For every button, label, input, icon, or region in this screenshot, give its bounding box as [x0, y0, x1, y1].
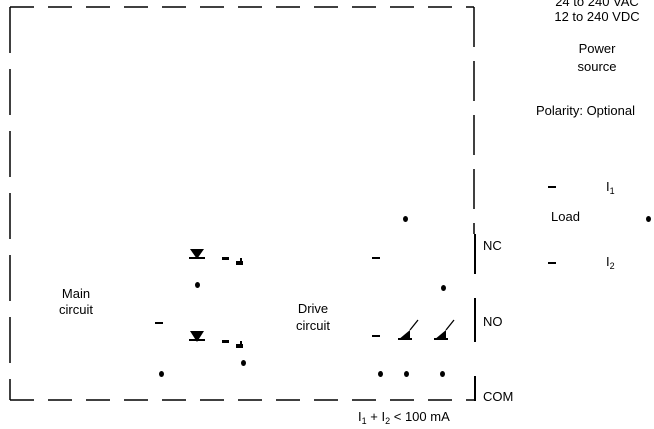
drive-circuit-label-1: Drive [297, 301, 329, 316]
polarity-label: Polarity: Optional [536, 103, 635, 118]
current-limit-note: I1 + I2 < 100 mA [358, 409, 450, 427]
junction-dot [241, 360, 246, 366]
terminal-no-label: NO [483, 314, 503, 329]
terminal-nc-label: NC [483, 238, 502, 253]
current-i2-label: I2 [606, 254, 615, 272]
transistor-b-icon [434, 330, 446, 340]
load-wire-i2 [548, 262, 556, 264]
power-source-label-2: source [577, 59, 617, 74]
upper-diode-icon [190, 249, 204, 259]
drive-circuit-label-2: circuit [296, 318, 330, 333]
power-source-label-1: Power [578, 41, 616, 56]
load-label: Load [551, 209, 580, 224]
power-voltage-dc: 12 to 240 VDC [554, 9, 640, 24]
junction-dot [195, 282, 200, 288]
transistor-a-icon [398, 330, 410, 340]
main-circuit-label-2: circuit [59, 302, 93, 317]
junction-dot [403, 216, 408, 222]
junction-dot [159, 371, 164, 377]
main-circuit-label-1: Main [61, 286, 91, 301]
lower-diode-icon [190, 331, 204, 342]
junction-dot [440, 371, 445, 377]
junction-dot [441, 285, 446, 291]
load-wire-i1 [548, 186, 556, 188]
terminal-com-label: COM [483, 389, 514, 404]
junction-dot [378, 371, 383, 377]
junction-dot [404, 371, 409, 377]
load-junction-dot [646, 216, 651, 222]
power-voltage-ac: 24 to 240 VAC [555, 0, 639, 9]
current-i1-label: I1 [606, 179, 615, 197]
